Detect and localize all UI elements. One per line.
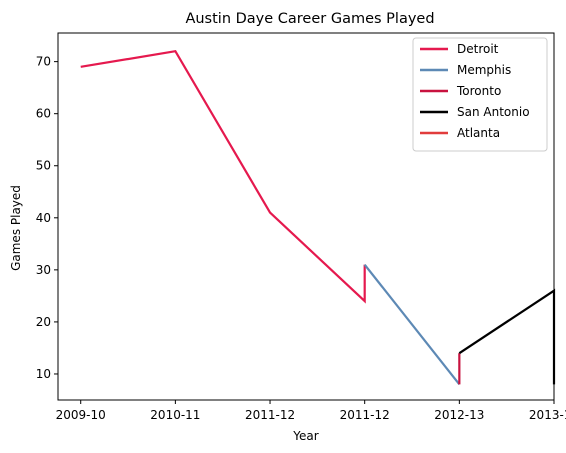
plot-frame: [57, 32, 555, 401]
x-tick-label: 2011-12: [340, 408, 390, 422]
legend-label: Atlanta: [457, 126, 500, 140]
legend-label: San Antonio: [457, 105, 530, 119]
y-tick-label: 70: [36, 55, 51, 69]
legend-label: Toronto: [456, 84, 501, 98]
y-tick-label: 20: [36, 315, 51, 329]
x-axis-label: Year: [292, 429, 318, 443]
y-tick-label: 50: [36, 159, 51, 173]
chart-title: Austin Daye Career Games Played: [185, 11, 434, 27]
legend-box: [412, 37, 548, 152]
y-axis: 10 20 30 40 50 60 70: [36, 55, 58, 381]
legend: Detroit Memphis Toronto San Antonio Atlanta: [412, 37, 548, 152]
x-axis: 2009-10 2010-11 2011-12 2011-12 2012-13 2013-…: [56, 400, 566, 422]
x-tick-label: 2013-14: [529, 408, 566, 422]
x-tick-label: 2011-12: [245, 408, 295, 422]
y-tick-label: 60: [36, 107, 51, 121]
series-line-detroit: [80, 50, 366, 304]
x-tick-label: 2010-11: [150, 408, 200, 422]
y-tick-label: 40: [36, 211, 51, 225]
y-tick-label: 10: [36, 367, 51, 381]
legend-label: Memphis: [457, 63, 511, 77]
x-tick-label: 2009-10: [56, 408, 106, 422]
y-axis-label: Games Played: [9, 185, 23, 271]
legend-label: Detroit: [457, 42, 499, 56]
y-tick-label: 30: [36, 263, 51, 277]
series-line-memphis: [363, 263, 461, 386]
series-line-san-antonio: [458, 288, 556, 385]
x-tick-label: 2012-13: [434, 408, 484, 422]
